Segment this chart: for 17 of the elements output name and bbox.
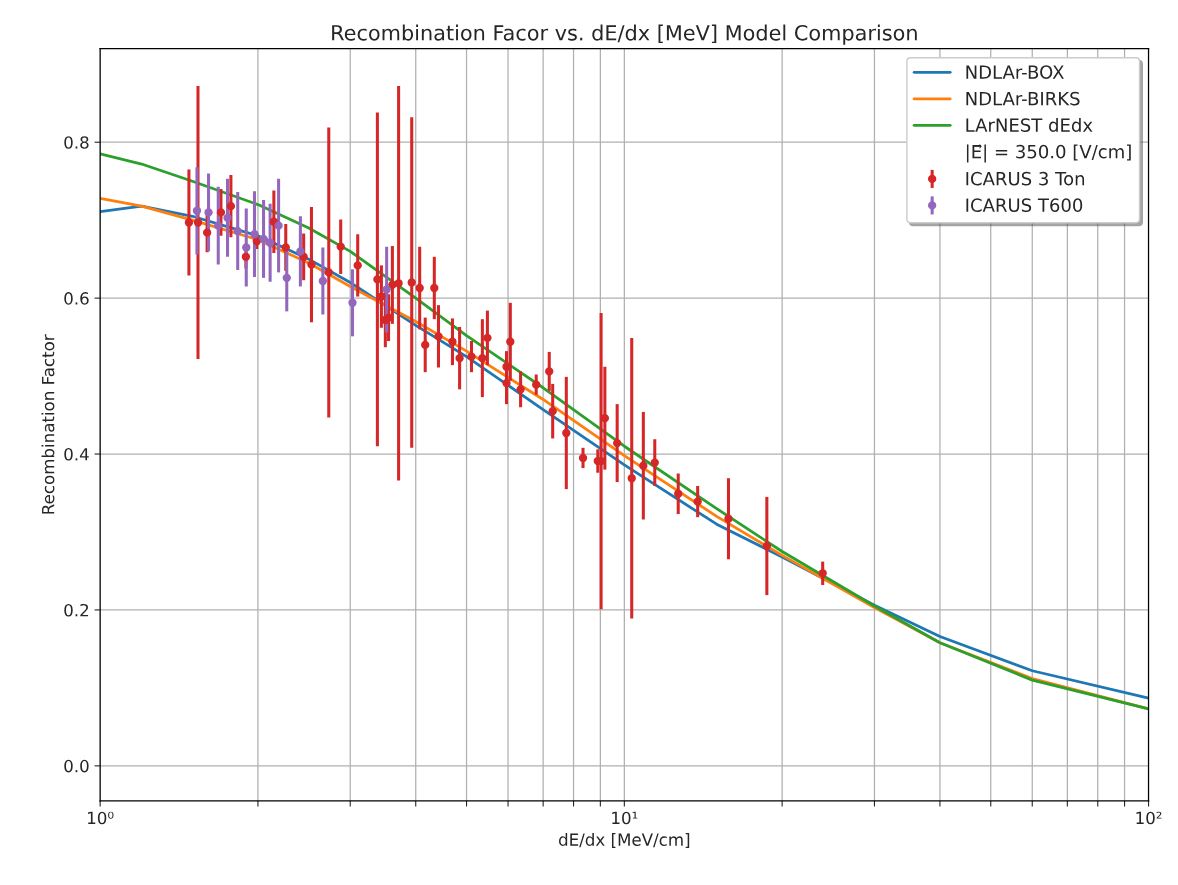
y-tick-label: 0.6 [64, 292, 89, 305]
x-tick-label: 10² [1136, 811, 1162, 825]
legend-label: LArNEST dEdx [966, 117, 1093, 132]
y-tick-label: 0.4 [64, 447, 89, 461]
y-tick-label: 0.0 [64, 759, 89, 773]
x-tick-label: 10¹ [612, 811, 638, 825]
y-axis-title: Recombination Factor [41, 334, 55, 514]
chart-title: Recombination Facor vs. dE/dx [MeV] Model Comparison [332, 24, 917, 45]
x-axis-title: dE/dx [MeV/cm] [559, 833, 690, 848]
legend-label: ICARUS 3 Ton [966, 171, 1085, 186]
y-tick-label: 0.2 [64, 603, 89, 617]
legend-label: ICARUS T600 [966, 198, 1083, 212]
y-tick-label: 0.8 [64, 136, 89, 149]
legend-label: NDLAr-BOX [966, 65, 1064, 79]
annotation: |E⃗| = 350.0 [V/cm] [966, 144, 1131, 163]
legend-label: NDLAr-BIRKS [966, 91, 1080, 106]
x-tick-label: 10⁰ [88, 811, 114, 825]
